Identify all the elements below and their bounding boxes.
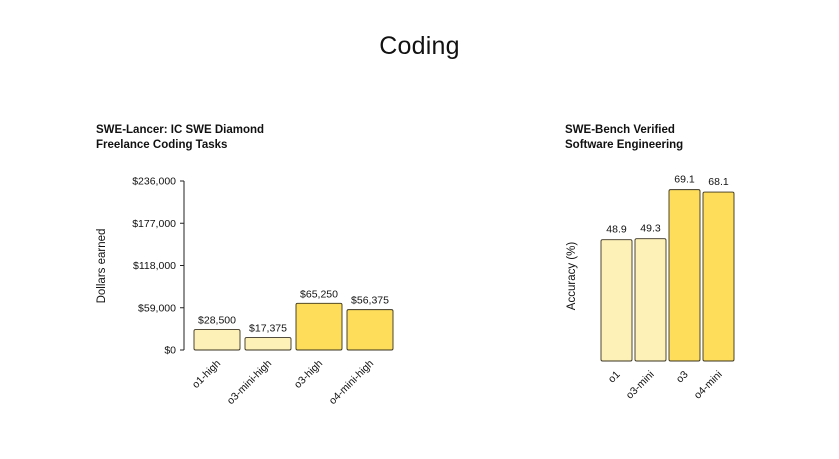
bench-bar-value-label: 49.3 bbox=[640, 223, 661, 235]
lancer-x-tick-label: o3-high bbox=[292, 358, 325, 391]
lancer-bar-value-label: $17,375 bbox=[249, 323, 287, 335]
bench-bar-value-label: 69.1 bbox=[674, 174, 695, 186]
lancer-title-line2: Freelance Coding Tasks bbox=[96, 139, 228, 151]
lancer-y-tick-label: $0 bbox=[164, 345, 176, 357]
bench-title-line2: Software Engineering bbox=[565, 139, 684, 151]
lancer-bar-value-label: $56,375 bbox=[351, 295, 389, 307]
bench-bar bbox=[702, 191, 735, 362]
bench-x-tick-label: o1 bbox=[606, 369, 623, 386]
bench-y-axis-label: Accuracy (%) bbox=[566, 242, 578, 311]
lancer-x-tick-label: o4-mini-high bbox=[327, 358, 376, 407]
bench-bar-value-label: 68.1 bbox=[708, 176, 729, 188]
bench-x-tick-label: o3 bbox=[674, 369, 691, 386]
lancer-title-line1: SWE-Lancer: IC SWE Diamond bbox=[96, 124, 265, 136]
lancer-y-tick-label: $177,000 bbox=[132, 218, 176, 230]
lancer-y-tick-label: $118,000 bbox=[133, 260, 176, 272]
lancer-x-tick-label: o3-mini-high bbox=[225, 358, 274, 407]
bench-bar bbox=[600, 239, 633, 362]
lancer-chart-title: SWE-Lancer: IC SWE Diamond Freelance Cod… bbox=[96, 123, 264, 153]
lancer-y-tick-label: $59,000 bbox=[138, 302, 176, 314]
bench-bar bbox=[668, 189, 701, 362]
bench-bar-value-label: 48.9 bbox=[606, 224, 627, 236]
bench-bar bbox=[634, 238, 667, 362]
bench-x-tick-label: o3-mini bbox=[624, 369, 657, 402]
bench-title-line1: SWE-Bench Verified bbox=[565, 124, 675, 136]
lancer-bar-value-label: $65,250 bbox=[300, 288, 338, 300]
lancer-bar bbox=[295, 302, 343, 351]
lancer-y-tick-label: $236,000 bbox=[132, 176, 176, 188]
lancer-bar-value-label: $28,500 bbox=[198, 315, 236, 327]
lancer-bar bbox=[193, 329, 241, 351]
lancer-x-tick-label: o1-high bbox=[190, 358, 223, 391]
lancer-bar bbox=[244, 337, 292, 351]
lancer-y-axis-label: Dollars earned bbox=[96, 229, 108, 304]
lancer-bar bbox=[346, 309, 394, 351]
bench-x-tick-label: o4-mini bbox=[692, 369, 725, 402]
bench-chart-title: SWE-Bench Verified Software Engineering bbox=[565, 123, 683, 153]
page-title: Coding bbox=[379, 32, 460, 60]
